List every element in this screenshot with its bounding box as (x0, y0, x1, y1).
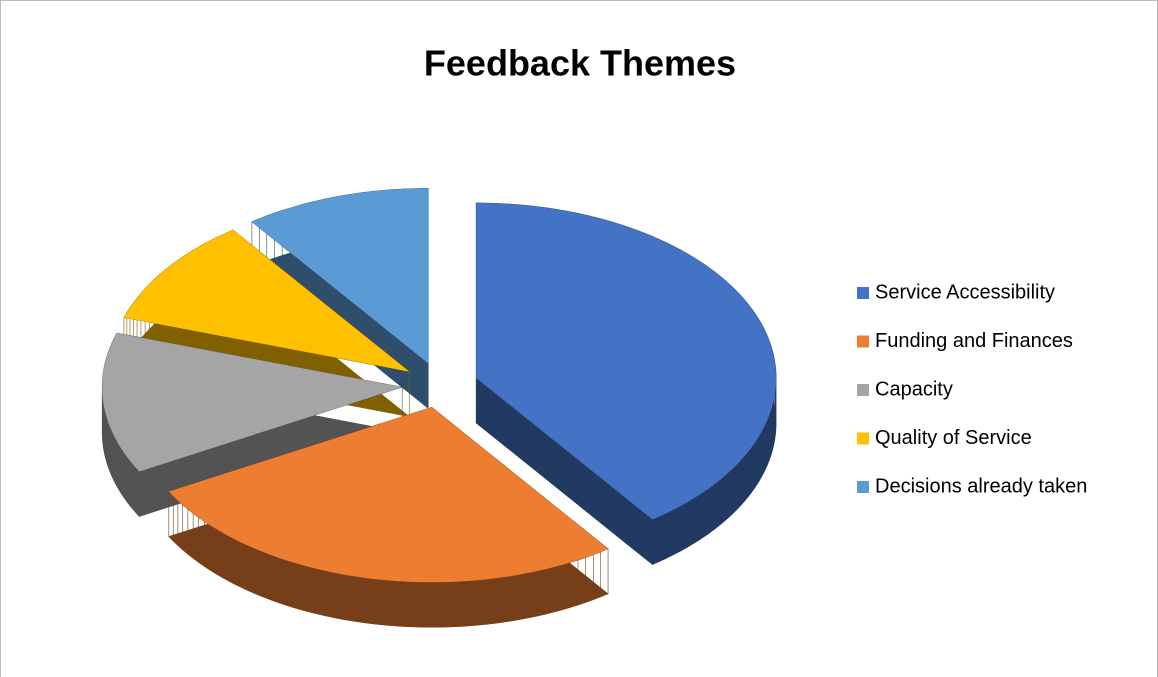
legend-swatch (857, 481, 869, 493)
legend-swatch (857, 287, 869, 299)
legend-label: Quality of Service (875, 427, 1032, 449)
legend-label: Decisions already taken (875, 475, 1087, 497)
pie (101, 188, 777, 628)
slice-top (102, 333, 403, 472)
slice-top (476, 202, 777, 520)
chart-title: Feedback Themes (424, 43, 736, 84)
legend-swatch (857, 432, 869, 445)
slice (475, 202, 777, 566)
slice (101, 332, 403, 518)
slice (168, 406, 609, 628)
slice-top (251, 188, 429, 364)
legend: Service Accessibility Funding and Finance… (857, 281, 1087, 497)
slice-top (123, 230, 410, 372)
slice-top (168, 407, 609, 583)
legend-label: Service Accessibility (875, 281, 1055, 303)
legend-label: Funding and Finances (875, 330, 1073, 352)
legend-swatch (857, 384, 869, 396)
legend-label: Capacity (875, 378, 953, 400)
legend-swatch (857, 335, 869, 348)
